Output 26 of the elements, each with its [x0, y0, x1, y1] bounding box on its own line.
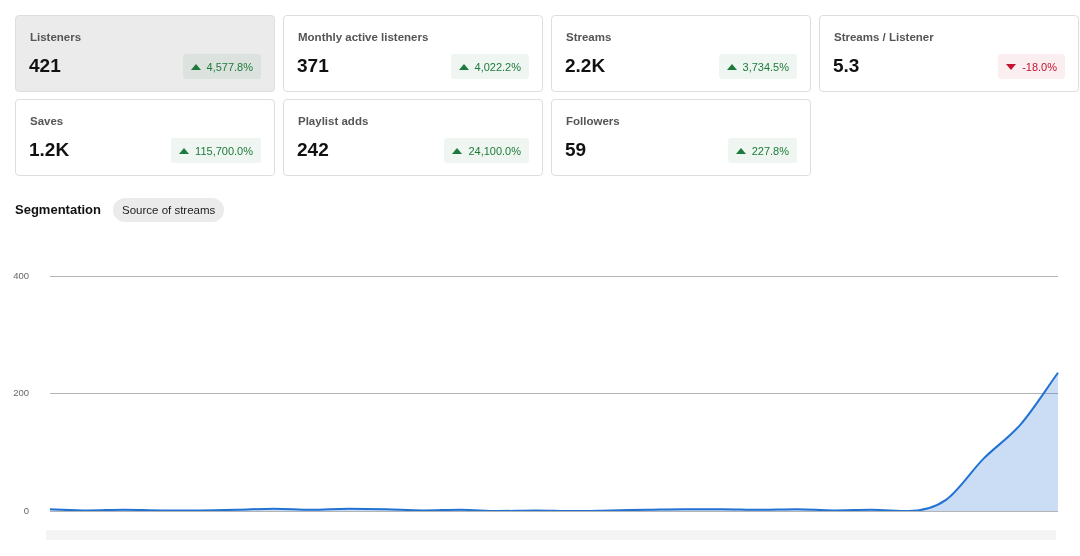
category-label: Listeners	[30, 31, 82, 43]
y-tick-label: 200	[13, 387, 29, 399]
data-label: 1.2K	[29, 139, 70, 161]
chart-subtitle: Source of streams	[113, 198, 225, 222]
data-label: 59	[565, 139, 587, 161]
data-label: 115,700.0%	[195, 144, 253, 157]
data-label: 4,022.2%	[474, 60, 521, 73]
data-label: 242	[297, 139, 329, 161]
data-label: 2.2K	[565, 55, 606, 77]
category-label: Saves	[30, 115, 64, 127]
category-label: Monthly active listeners	[298, 31, 429, 43]
data-label: 371	[297, 55, 329, 77]
category-label: Streams / Listener	[834, 31, 934, 43]
data-label: -18.0%	[1022, 60, 1057, 73]
category-label: Followers	[566, 115, 620, 127]
data-label: 5.3	[833, 55, 860, 77]
category-label: Streams	[566, 31, 612, 43]
y-tick-label: 0	[23, 504, 29, 516]
data-label: 3,734.5%	[742, 60, 789, 73]
chart-title: Segmentation	[15, 202, 101, 217]
data-label: 421	[29, 55, 61, 77]
category-label: Playlist adds	[298, 115, 369, 127]
data-label: 227.8%	[751, 144, 789, 157]
data-label: 24,100.0%	[468, 144, 521, 157]
y-tick-label: 400	[13, 270, 29, 282]
data-label: 4,577.8%	[206, 60, 253, 73]
